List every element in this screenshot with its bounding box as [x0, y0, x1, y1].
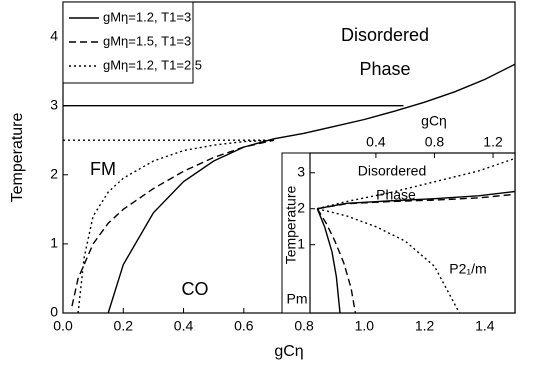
- legend: gMη=1.2, T1=3 gMη=1.5, T1=3 gMη=1.2, T1=2.…: [62, 1, 202, 84]
- x-tick-label: 0.8: [425, 134, 445, 150]
- x-axis-label: gCη: [421, 113, 447, 129]
- y-tick-label: 0: [50, 304, 58, 320]
- inset: 0.4 0.8 1.2 1 2 3 gCη Temperature Disordered Phas…: [281, 113, 516, 314]
- y-tick-label: 3: [50, 96, 58, 112]
- x-tick-label: 0.4: [174, 318, 194, 334]
- annotation: P2₁/m: [449, 261, 486, 277]
- annotation: Phase: [376, 187, 416, 203]
- series-line: [316, 193, 516, 314]
- y-tick-label: 1: [297, 235, 305, 251]
- x-tick-label: 0.0: [53, 318, 73, 334]
- y-tick-label: 1: [50, 235, 58, 251]
- y-tick-label: 2: [50, 165, 58, 181]
- legend-label: gMη=1.5, T1=3: [103, 33, 191, 48]
- annotation: Pm: [287, 291, 308, 307]
- plot-frame: [309, 152, 516, 314]
- x-tick-label: 1.0: [355, 318, 375, 334]
- annotation: FM: [90, 159, 116, 179]
- x-tick-label: 0.6: [234, 318, 254, 334]
- x-tick-label: 0.2: [114, 318, 134, 334]
- y-axis-label: Temperature: [283, 185, 299, 264]
- y-tick-label: 2: [297, 199, 305, 215]
- series-line: [63, 63, 516, 314]
- y-axis-label: Temperature: [9, 112, 26, 202]
- series-line: [71, 139, 275, 307]
- inset-background: [281, 152, 516, 314]
- series-line: [317, 157, 516, 314]
- legend-label: gMη=1.2, T1=3: [103, 9, 191, 24]
- x-tick-label: 0.4: [366, 134, 386, 150]
- x-axis-label: gCη: [274, 343, 303, 360]
- annotation: Phase: [359, 59, 410, 79]
- x-tick-label: 1.2: [483, 134, 503, 150]
- series-line: [63, 139, 274, 314]
- y-tick-label: 4: [50, 27, 58, 43]
- legend-label: gMη=1.2, T1=2.5: [103, 57, 202, 72]
- main-plot: 0.0 0.2 0.4 0.6 0.8 1.0 1.2 1.4 0 1 2 3 4 gCη Temperat…: [9, 1, 516, 360]
- annotation: Disordered: [358, 163, 426, 179]
- x-tick-label: 1.2: [415, 318, 435, 334]
- annotation: Disordered: [341, 25, 429, 45]
- x-tick-label: 1.4: [475, 318, 495, 334]
- y-tick-label: 3: [297, 163, 305, 179]
- annotation: CO: [182, 279, 209, 299]
- x-tick-label: 0.8: [294, 318, 314, 334]
